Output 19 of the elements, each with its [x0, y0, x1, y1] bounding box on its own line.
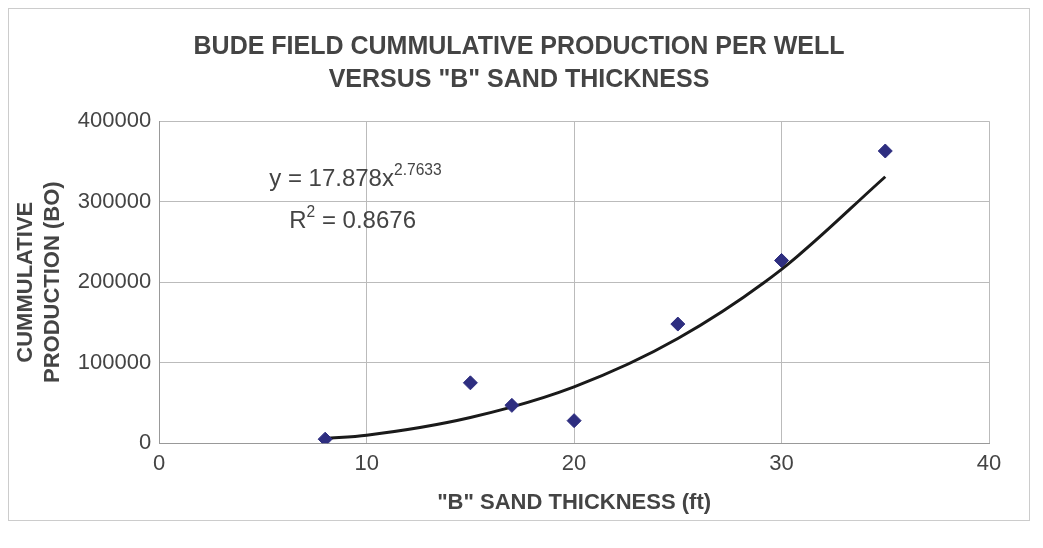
y-tick-label: 200000	[77, 268, 152, 294]
point	[774, 252, 790, 268]
x-tick-label: 30	[769, 450, 794, 476]
x-axis-title: "B" SAND THICKNESS (ft)	[437, 488, 712, 514]
chart-title: BUDE FIELD CUMMULATIVE PRODUCTION PER WELL VERSUS "B" SAND THICKNESS	[192, 30, 846, 94]
x-tick-label: 20	[561, 450, 587, 476]
x-tick-label: 10	[354, 450, 379, 476]
point	[566, 413, 582, 429]
point	[504, 397, 520, 413]
point	[670, 316, 686, 332]
x-tick-label: 40	[976, 450, 1002, 476]
y-tick-label: 400000	[77, 107, 152, 133]
y-tick-label: 300000	[77, 187, 152, 213]
y-tick-label: 100000	[77, 348, 152, 374]
point	[317, 431, 333, 444]
y-tick-label: 0	[138, 429, 152, 455]
y-axis-title: CUMMULATIVE PRODUCTION (BO)	[12, 181, 64, 384]
point	[462, 375, 478, 391]
point	[877, 143, 893, 159]
